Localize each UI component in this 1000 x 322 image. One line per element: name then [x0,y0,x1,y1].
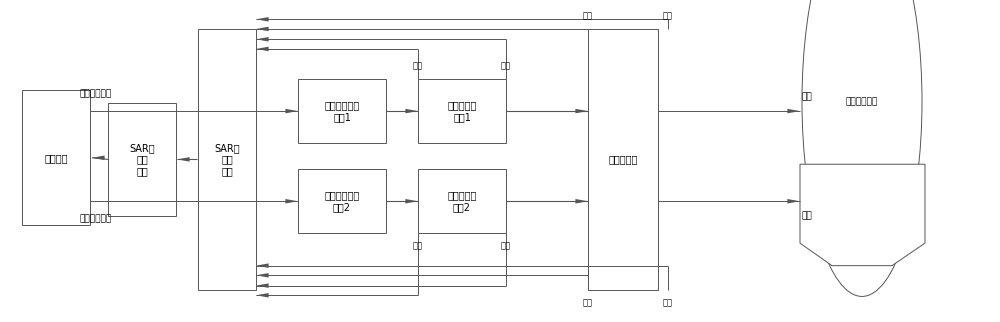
Text: 前向: 前向 [501,242,511,251]
Bar [108,103,176,216]
Bar [22,90,90,225]
Bar [418,79,506,143]
Polygon shape [405,199,418,204]
Polygon shape [256,283,269,288]
Polygon shape [256,17,269,22]
Ellipse shape [802,0,922,297]
Text: 控制电路: 控制电路 [44,153,68,163]
Text: 后馈: 后馈 [583,12,593,21]
Text: 实部: 实部 [802,92,812,101]
Polygon shape [256,273,269,278]
Text: 虚部: 虚部 [802,211,812,220]
Text: 后馈: 后馈 [583,298,593,307]
Polygon shape [575,109,588,113]
Text: 前向: 前向 [663,12,673,21]
Text: SAR值
计算
单元: SAR值 计算 单元 [129,143,155,176]
Polygon shape [256,37,269,42]
Text: 发射使能控制: 发射使能控制 [80,89,112,98]
Polygon shape [256,263,269,268]
Text: 后馈: 后馈 [413,62,423,71]
Text: 射频大体线圈: 射频大体线圈 [846,97,878,106]
Text: 前向: 前向 [501,62,511,71]
Text: 射频脉冲发射
通道1: 射频脉冲发射 通道1 [324,100,360,122]
Polygon shape [405,109,418,113]
Polygon shape [575,199,588,204]
Polygon shape [256,293,269,298]
Text: 功率放大器
通道1: 功率放大器 通道1 [447,100,477,122]
Polygon shape [285,199,298,204]
Polygon shape [92,156,105,160]
Polygon shape [787,109,800,113]
Text: 发射使能控制: 发射使能控制 [80,214,112,223]
Text: 后馈: 后馈 [413,242,423,251]
Polygon shape [256,27,269,31]
Polygon shape [177,157,190,162]
Polygon shape [285,109,298,113]
Text: 正交耦合器: 正交耦合器 [608,154,638,165]
Polygon shape [800,164,925,266]
Bar [588,29,658,290]
Text: 功率放大器
通道2: 功率放大器 通道2 [447,190,477,212]
Bar [298,79,386,143]
Polygon shape [256,47,269,51]
Bar [418,169,506,233]
Text: 前向: 前向 [663,298,673,307]
Text: 射频脉冲发射
通道2: 射频脉冲发射 通道2 [324,190,360,212]
Bar [198,29,256,290]
Text: SAR值
检测
电路: SAR值 检测 电路 [214,143,240,176]
Bar [298,169,386,233]
Polygon shape [787,199,800,204]
